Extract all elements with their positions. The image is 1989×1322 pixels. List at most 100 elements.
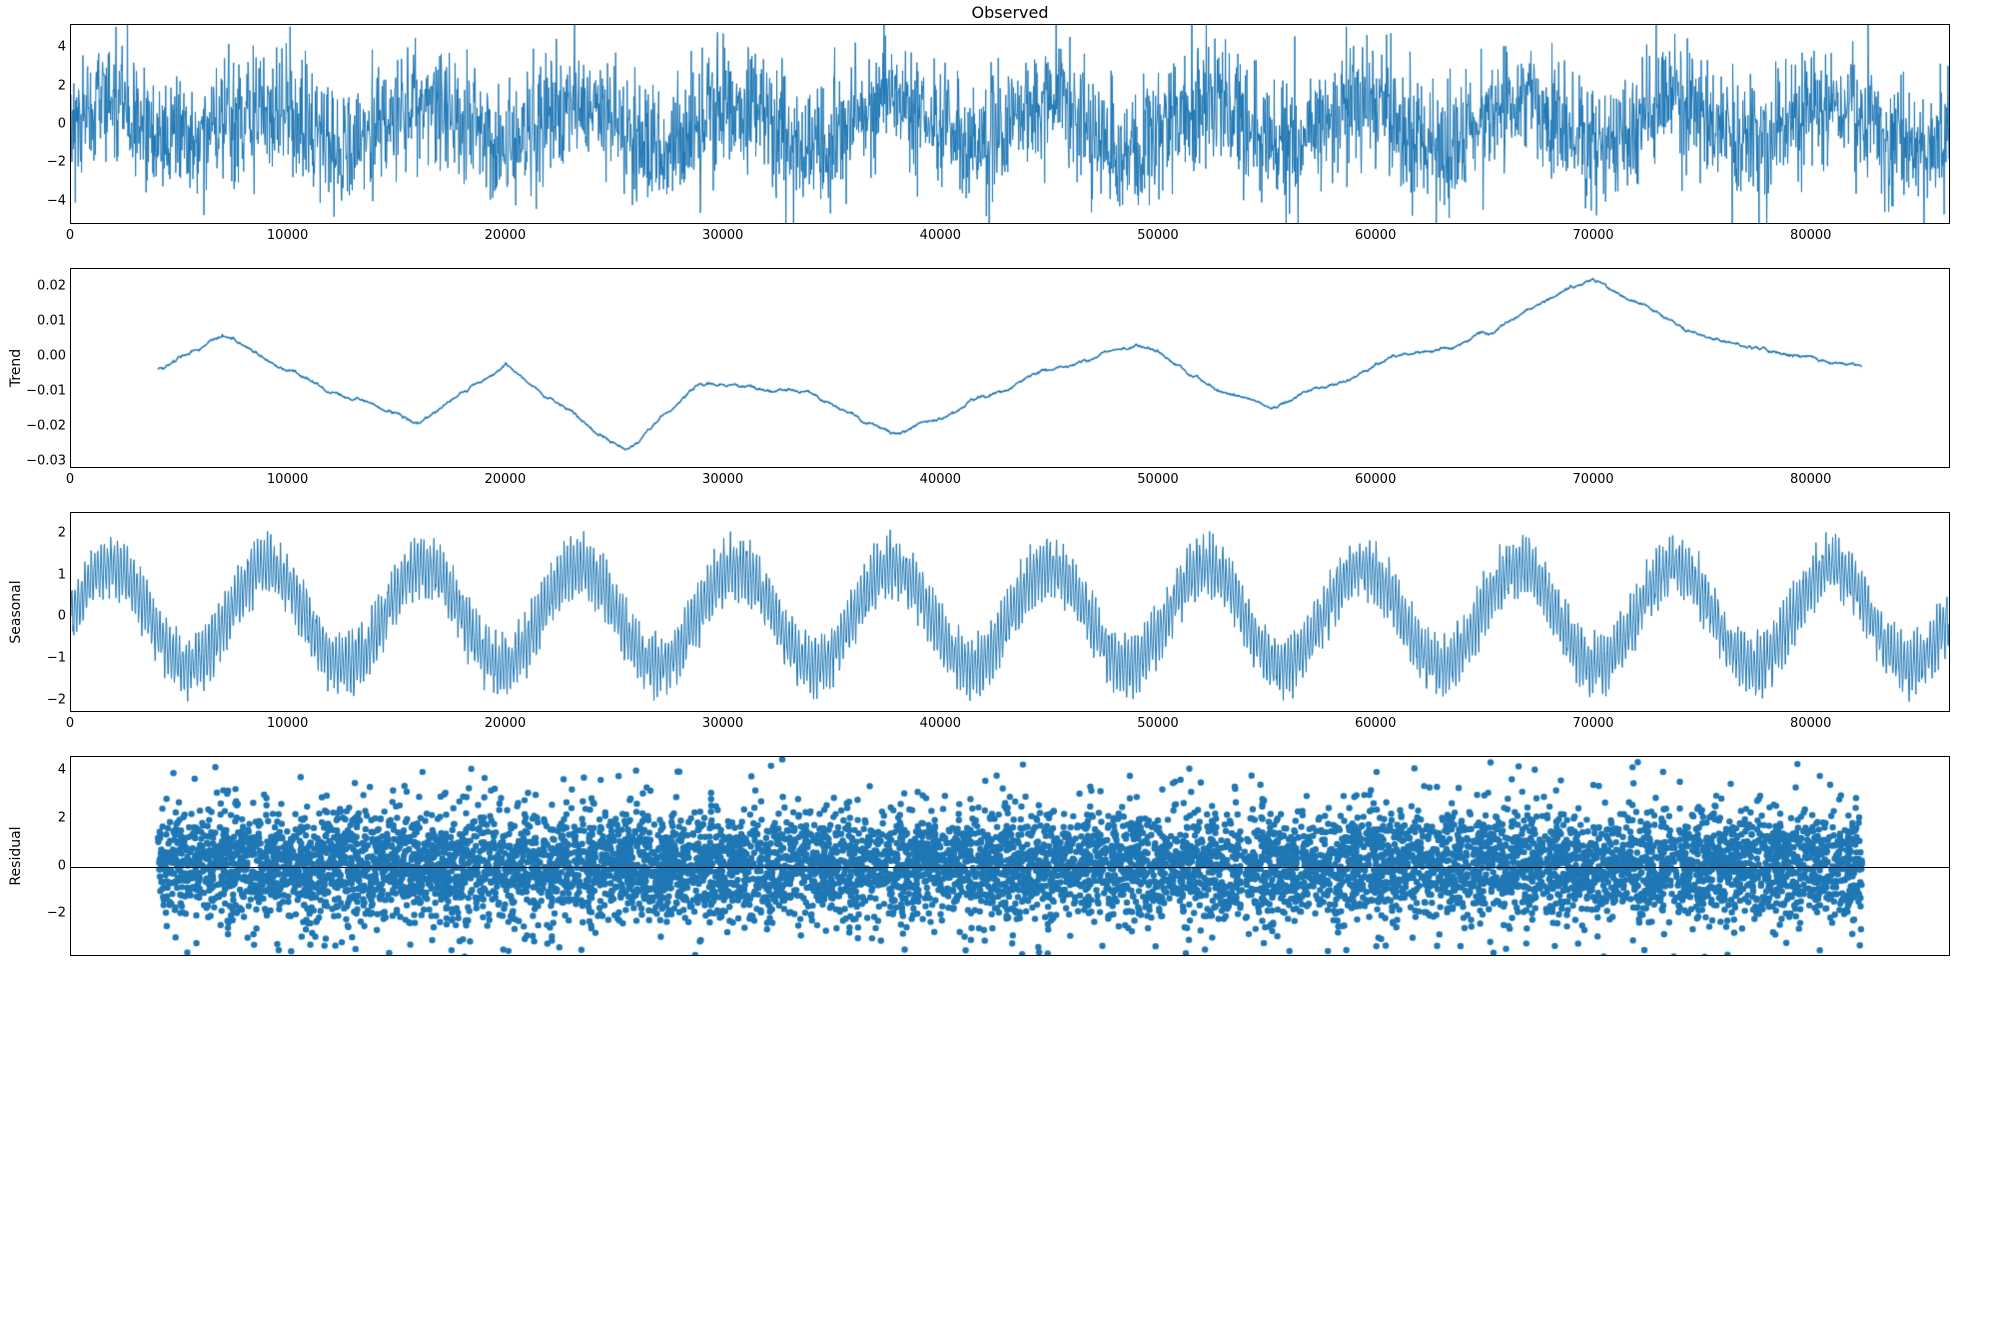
- xtick-mark: [71, 223, 72, 224]
- ylabel-residual: Residual: [8, 826, 24, 885]
- xtick-label: 30000: [702, 228, 743, 243]
- xtick-mark: [1811, 711, 1812, 712]
- ytick-label: 4: [58, 763, 66, 778]
- plot-area-trend: [70, 268, 1950, 468]
- ytick-mark: [70, 818, 71, 819]
- ytick-mark: [70, 321, 71, 322]
- xtick-mark: [506, 711, 507, 712]
- ytick-label: −0.02: [26, 418, 66, 433]
- xtick-label: 80000: [1790, 228, 1831, 243]
- xtick-mark: [71, 467, 72, 468]
- xtick-mark: [1158, 467, 1159, 468]
- xtick-label: 70000: [1572, 228, 1613, 243]
- xtick-label: 70000: [1572, 472, 1613, 487]
- xtick-mark: [1158, 223, 1159, 224]
- xtick-mark: [1594, 467, 1595, 468]
- xtick-mark: [71, 711, 72, 712]
- ytick-label: −2: [47, 155, 66, 170]
- xtick-label: 0: [66, 472, 74, 487]
- ytick-label: −2: [47, 906, 66, 921]
- ytick-mark: [70, 426, 71, 427]
- ytick-label: 0: [58, 858, 66, 873]
- xtick-label: 50000: [1137, 228, 1178, 243]
- xtick-label: 0: [66, 716, 74, 731]
- ytick-mark: [70, 48, 71, 49]
- ytick-label: −0.01: [26, 383, 66, 398]
- xtick-label: 50000: [1137, 716, 1178, 731]
- ytick-label: 2: [58, 810, 66, 825]
- xtick-label: 0: [66, 228, 74, 243]
- panel-observed: Observed−4−20240100002000030000400005000…: [70, 24, 1950, 224]
- xtick-label: 10000: [267, 228, 308, 243]
- xtick-mark: [723, 711, 724, 712]
- ytick-mark: [70, 201, 71, 202]
- xtick-label: 10000: [267, 472, 308, 487]
- ytick-mark: [70, 356, 71, 357]
- xtick-label: 80000: [1790, 472, 1831, 487]
- xtick-mark: [506, 467, 507, 468]
- plot-area-observed: [70, 24, 1950, 224]
- ytick-mark: [70, 533, 71, 534]
- ytick-mark: [70, 163, 71, 164]
- ytick-mark: [70, 575, 71, 576]
- ytick-mark: [70, 700, 71, 701]
- zero-line: [71, 867, 1949, 868]
- xtick-mark: [723, 223, 724, 224]
- panel-title-observed: Observed: [972, 3, 1049, 22]
- xtick-mark: [288, 223, 289, 224]
- plot-canvas-residual: [71, 757, 1949, 955]
- xtick-mark: [1158, 711, 1159, 712]
- ylabel-seasonal: Seasonal: [8, 580, 24, 643]
- xtick-label: 20000: [484, 716, 525, 731]
- xtick-mark: [1594, 711, 1595, 712]
- xtick-mark: [1811, 223, 1812, 224]
- figure: Observed−4−20240100002000030000400005000…: [0, 0, 1989, 1322]
- xtick-mark: [1376, 711, 1377, 712]
- ytick-label: 4: [58, 40, 66, 55]
- xtick-mark: [1811, 467, 1812, 468]
- ytick-mark: [70, 617, 71, 618]
- ytick-mark: [70, 461, 71, 462]
- xtick-mark: [941, 467, 942, 468]
- ytick-label: −1: [47, 650, 66, 665]
- xtick-label: 50000: [1137, 472, 1178, 487]
- plot-area-residual: [70, 756, 1950, 956]
- ytick-mark: [70, 658, 71, 659]
- xtick-mark: [723, 467, 724, 468]
- xtick-label: 30000: [702, 472, 743, 487]
- ytick-label: 2: [58, 525, 66, 540]
- ytick-label: 1: [58, 567, 66, 582]
- panel-seasonal: Seasonal−2−10120100002000030000400005000…: [70, 512, 1950, 712]
- xtick-mark: [1594, 223, 1595, 224]
- ytick-label: 2: [58, 78, 66, 93]
- ytick-mark: [70, 86, 71, 87]
- xtick-label: 20000: [484, 228, 525, 243]
- xtick-label: 40000: [920, 716, 961, 731]
- xtick-mark: [288, 711, 289, 712]
- xtick-mark: [506, 223, 507, 224]
- xtick-label: 80000: [1790, 716, 1831, 731]
- plot-canvas-trend: [71, 269, 1949, 467]
- xtick-label: 20000: [484, 472, 525, 487]
- xtick-label: 60000: [1355, 716, 1396, 731]
- xtick-label: 40000: [920, 228, 961, 243]
- ytick-label: −4: [47, 193, 66, 208]
- ytick-label: 0: [58, 117, 66, 132]
- xtick-label: 60000: [1355, 472, 1396, 487]
- xtick-label: 60000: [1355, 228, 1396, 243]
- ytick-label: −2: [47, 692, 66, 707]
- ytick-mark: [70, 391, 71, 392]
- plot-area-seasonal: [70, 512, 1950, 712]
- panel-trend: Trend−0.03−0.02−0.010.000.010.0201000020…: [70, 268, 1950, 468]
- xtick-label: 70000: [1572, 716, 1613, 731]
- xtick-label: 10000: [267, 716, 308, 731]
- ytick-label: 0.01: [37, 313, 66, 328]
- panel-residual: Residual−2024: [70, 756, 1950, 956]
- plot-canvas-observed: [71, 25, 1949, 223]
- xtick-mark: [941, 223, 942, 224]
- ytick-label: −0.03: [26, 453, 66, 468]
- xtick-mark: [941, 711, 942, 712]
- ytick-label: 0.02: [37, 278, 66, 293]
- ytick-mark: [70, 771, 71, 772]
- xtick-label: 40000: [920, 472, 961, 487]
